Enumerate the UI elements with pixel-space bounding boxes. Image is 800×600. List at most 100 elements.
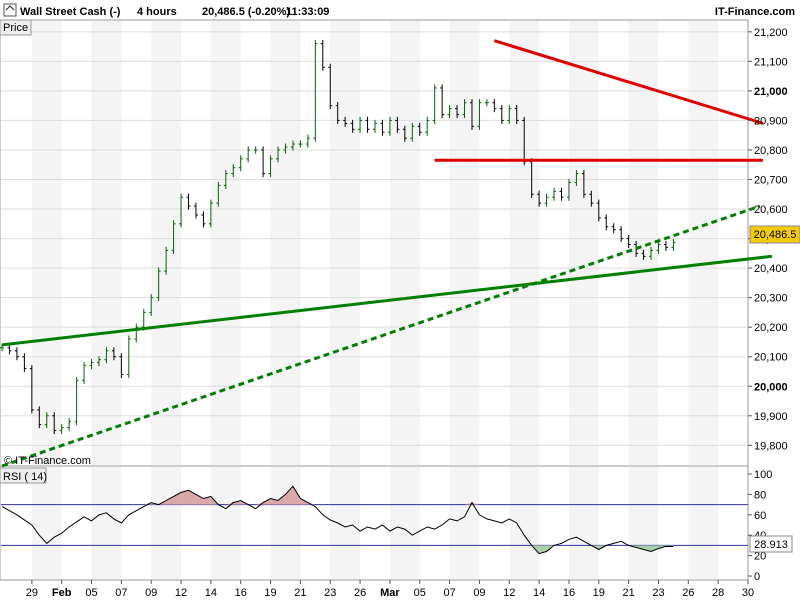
x-tick-label: 05 — [414, 587, 426, 599]
rsi-label: RSI ( 14) — [3, 471, 47, 483]
rsi-y-tick-label: 20 — [754, 551, 766, 563]
header-instrument: Wall Street Cash (-) — [20, 6, 121, 18]
weekend-band — [628, 467, 659, 579]
rsi-overbought-fill — [464, 502, 472, 505]
rsi-panel — [0, 465, 749, 581]
rsi-y-tick-label: 80 — [754, 489, 766, 501]
x-tick-label: 09 — [473, 587, 485, 599]
price-bars — [0, 40, 676, 435]
x-tick-label: 05 — [85, 587, 97, 599]
weekend-band — [210, 21, 241, 465]
rsi-overbought-fill — [292, 486, 301, 505]
rsi-overbought-fill — [471, 502, 480, 505]
weekend-shading — [31, 21, 719, 579]
weekend-band — [509, 21, 540, 465]
rsi-y-tick-label: 100 — [754, 469, 772, 481]
rsi-y-axis: 020406080100 — [748, 469, 772, 583]
rsi-overbought-fill — [195, 494, 204, 505]
header-brand: IT-Finance.com — [715, 6, 795, 18]
x-tick-label: 23 — [652, 587, 664, 599]
weekend-band — [91, 21, 122, 465]
y-tick-label: 20,600 — [754, 204, 788, 216]
rsi-last-tag-text: 28.913 — [754, 539, 788, 551]
weekend-band — [330, 21, 361, 465]
weekend-band — [389, 21, 420, 465]
x-tick-label: 12 — [503, 587, 515, 599]
trendline — [1, 254, 773, 347]
x-tick-label: 19 — [593, 587, 605, 599]
weekend-band — [628, 21, 659, 465]
weekend-band — [151, 21, 182, 465]
weekend-band — [509, 467, 540, 579]
weekend-band — [389, 467, 420, 579]
y-tick-label: 20,300 — [754, 293, 788, 305]
y-tick-label: 20,400 — [754, 263, 788, 275]
weekend-band — [31, 467, 62, 579]
weekend-band — [270, 467, 301, 579]
rsi-overbought-fill — [166, 496, 174, 505]
y-tick-label: 19,800 — [754, 440, 788, 452]
price-label: Price — [3, 22, 28, 34]
trendline — [1, 204, 761, 468]
watermark: © IT-Finance.com — [4, 455, 91, 467]
rsi-y-tick-label: 60 — [754, 510, 766, 522]
x-tick-label: 12 — [175, 587, 187, 599]
rsi-overbought-fill — [173, 492, 182, 505]
x-tick-label: 29 — [26, 587, 38, 599]
y-tick-label: 20,700 — [754, 174, 788, 186]
trendlines — [1, 39, 773, 468]
x-tick-label: 23 — [324, 587, 336, 599]
weekend-band — [568, 467, 599, 579]
weekend-band — [210, 467, 241, 579]
rsi-overbought-fill — [285, 486, 293, 505]
weekend-band — [688, 467, 719, 579]
x-tick-label: 09 — [145, 587, 157, 599]
y-tick-label: 20,100 — [754, 352, 788, 364]
y-tick-label: 21,000 — [754, 86, 788, 98]
x-tick-label: Feb — [52, 587, 72, 599]
last-price-tag — [749, 225, 800, 244]
y-tick-label: 20,000 — [754, 381, 788, 393]
x-tick-label: 26 — [354, 587, 366, 599]
x-tick-label: 07 — [443, 587, 455, 599]
y-tick-label: 20,200 — [754, 322, 788, 334]
last-price-tag-text: 20,486.5 — [754, 229, 797, 241]
rsi-line — [1, 485, 674, 555]
y-tick-label: 19,900 — [754, 411, 788, 423]
rsi-label-box — [0, 467, 47, 484]
x-tick-label: 19 — [264, 587, 276, 599]
price-panel — [0, 19, 749, 467]
x-tick-label: 21 — [623, 587, 635, 599]
x-tick-label: 16 — [235, 587, 247, 599]
x-tick-label: 26 — [682, 587, 694, 599]
weekend-band — [330, 467, 361, 579]
header-last-change: 20,486.5 (-0.20%) — [202, 6, 290, 18]
x-tick-label: Mar — [380, 587, 400, 599]
weekend-band — [688, 21, 719, 465]
weekend-band — [31, 21, 62, 465]
x-tick-label: 30 — [742, 587, 754, 599]
x-tick-label: 28 — [712, 587, 724, 599]
x-axis: 29 Feb 05 07 09 12 14 16 19 21 23 26 Mar 05 07 09 12 14 16… — [26, 580, 754, 599]
header-timeframe: 4 hours — [137, 6, 177, 18]
rsi-oversold-fill — [651, 545, 659, 552]
header-bar — [0, 0, 800, 20]
rsi-overbought-fill — [278, 494, 286, 505]
x-tick-label: 14 — [533, 587, 545, 599]
x-tick-label: 14 — [205, 587, 217, 599]
header-time: 11:33:09 — [286, 6, 329, 18]
weekend-band — [449, 21, 480, 465]
rsi-oversold-fill — [643, 545, 652, 552]
rsi-last-tag — [749, 535, 793, 553]
y-tick-label: 20,900 — [754, 115, 788, 127]
menu-icon[interactable] — [3, 3, 17, 17]
x-tick-label: 07 — [115, 587, 127, 599]
rsi-lines — [1, 485, 748, 555]
x-tick-label: 21 — [294, 587, 306, 599]
weekend-band — [568, 21, 599, 465]
weekend-band — [270, 21, 301, 465]
trendline — [493, 39, 764, 125]
rsi-overbought-fill — [181, 490, 189, 505]
price-label-box — [0, 19, 32, 36]
